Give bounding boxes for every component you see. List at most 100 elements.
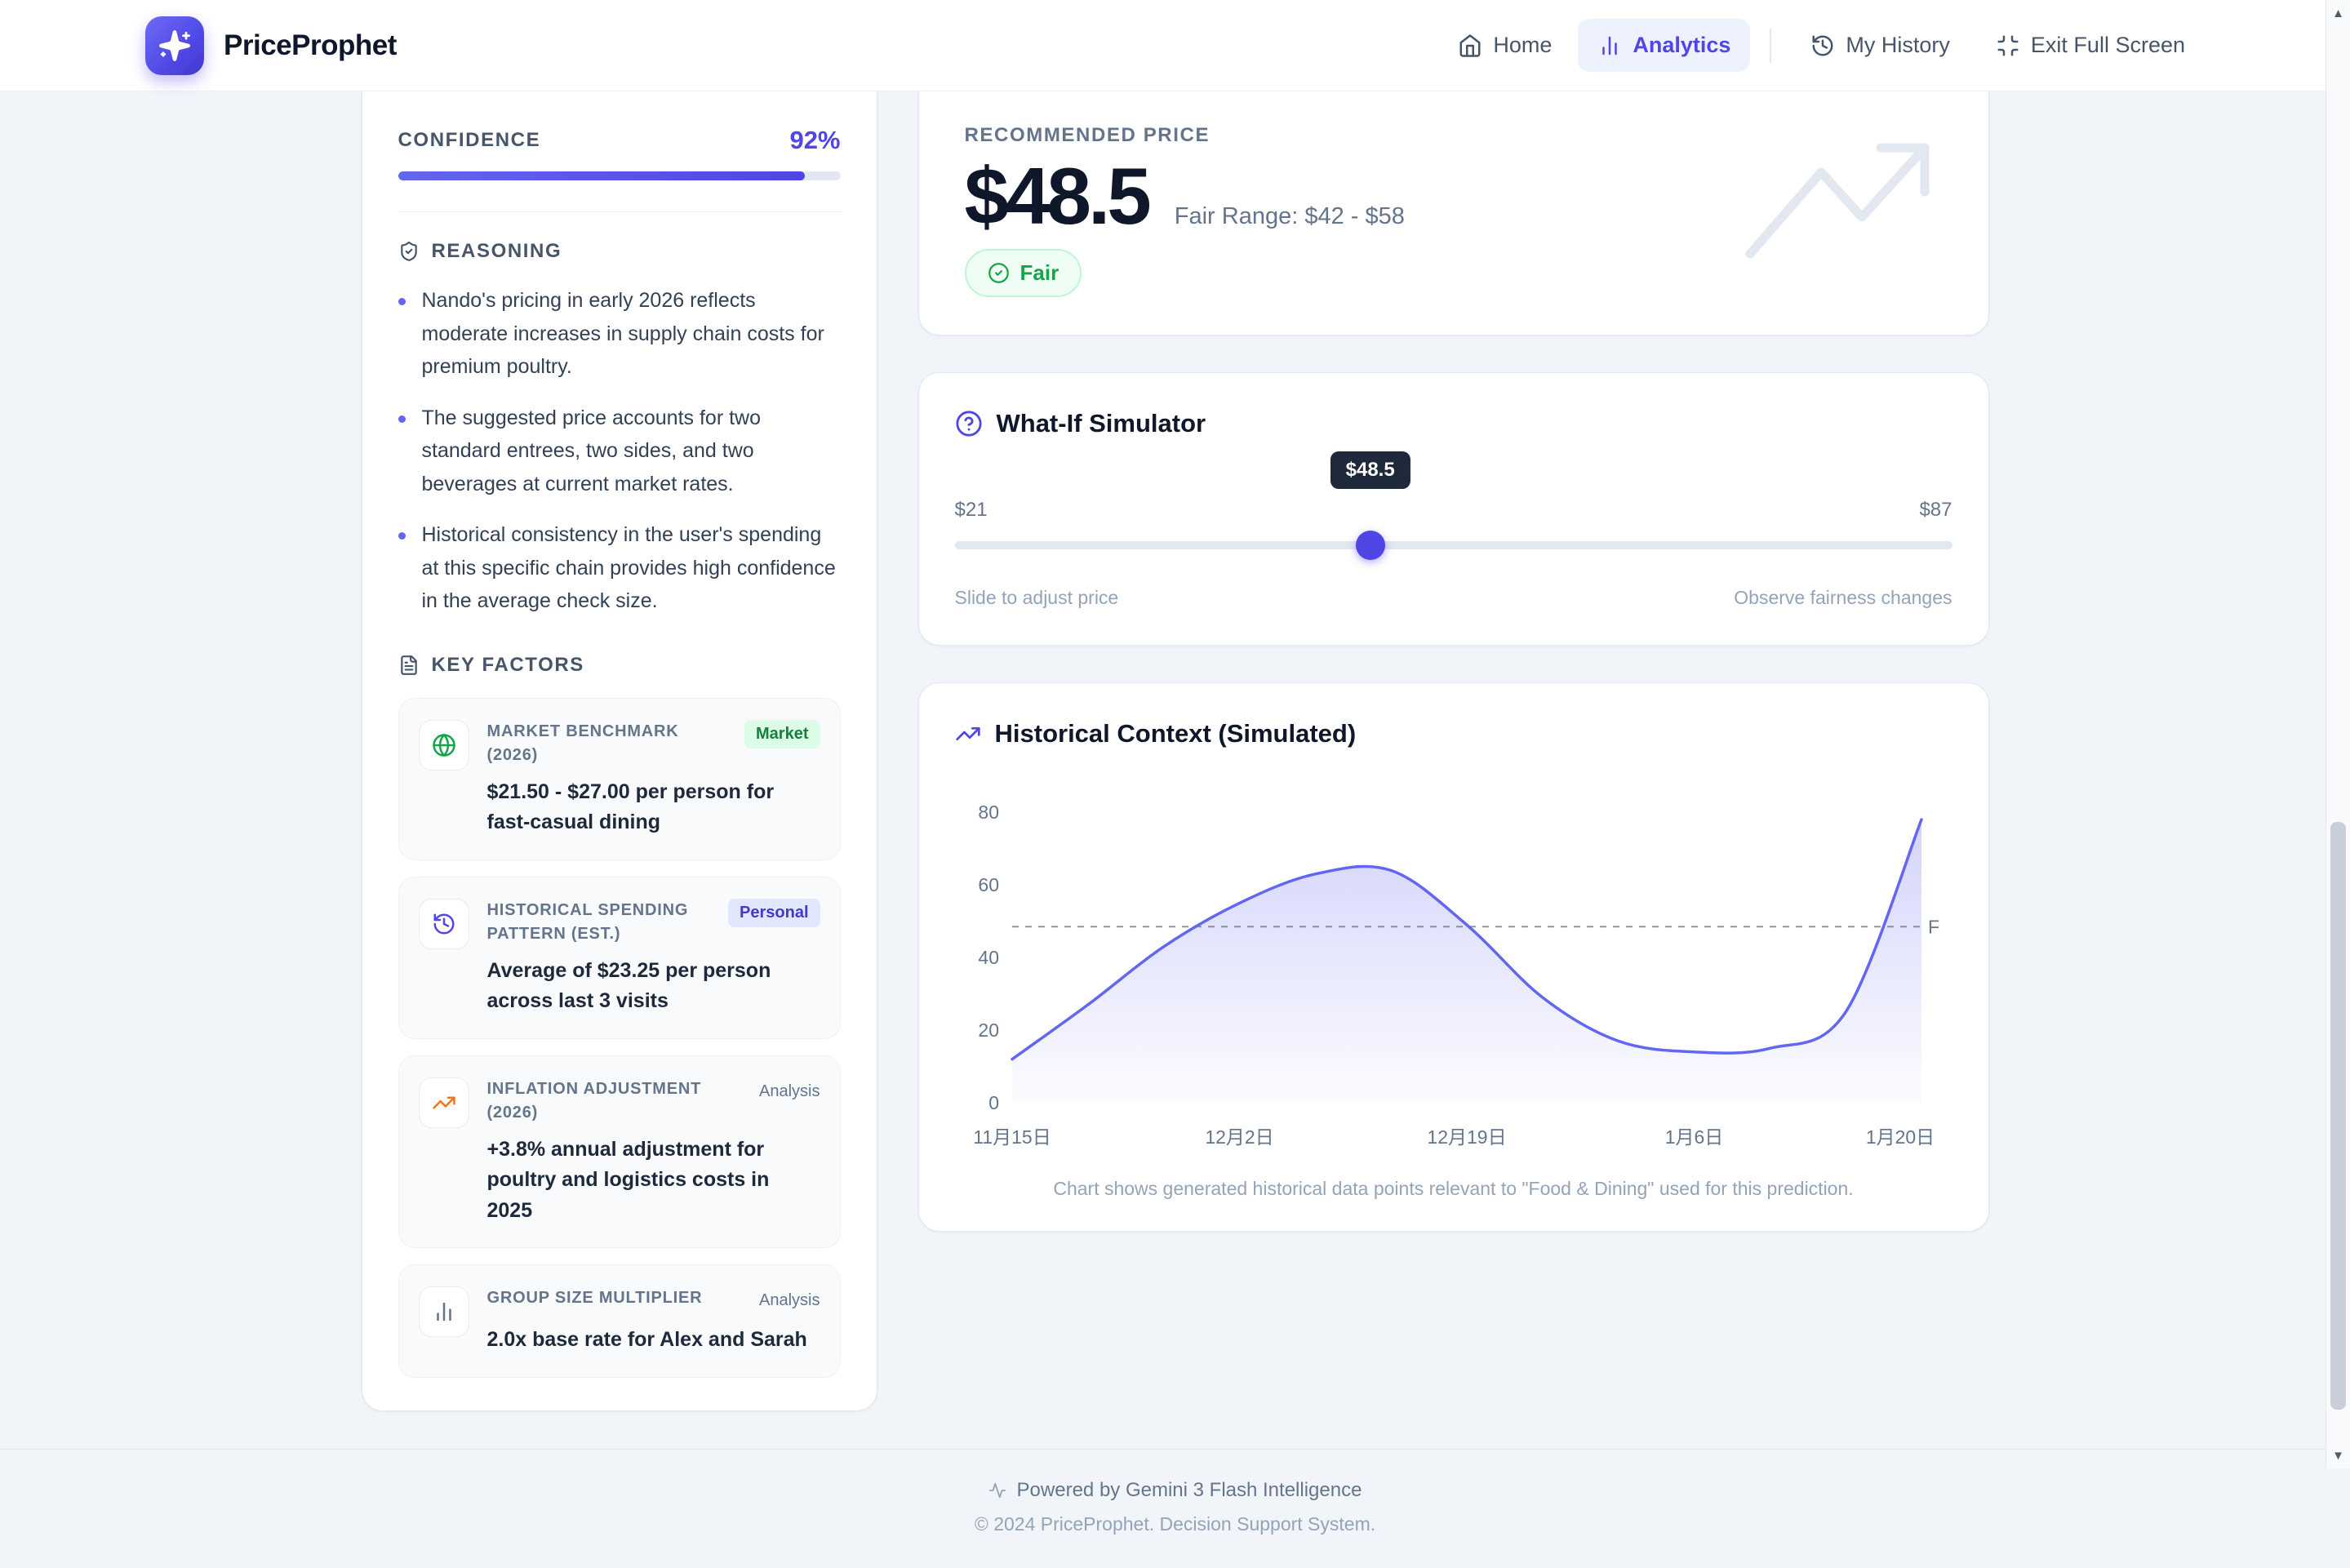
factor-card-market-benchmark: MARKET BENCHMARK (2026) Market $21.50 - … (398, 697, 841, 860)
factor-tag: Market (744, 719, 820, 748)
price-slider-track[interactable] (954, 531, 1952, 560)
trending-up-watermark-icon (1744, 140, 1931, 270)
nav-item-label: My History (1846, 33, 1950, 57)
bullet-dot-icon (398, 415, 406, 423)
history-chart-caption: Chart shows generated historical data po… (1053, 1178, 1854, 1199)
help-circle-icon (955, 410, 983, 438)
svg-text:1月20日: 1月20日 (1865, 1126, 1934, 1148)
scrollbar-up-arrow[interactable]: ▲ (2332, 6, 2344, 20)
key-factors-title: KEY FACTORS (431, 653, 584, 676)
scrollbar-thumb[interactable] (2330, 822, 2346, 1410)
history-chart: F 0 20 40 60 80 11月15日 12月2日 12月19日 1月6日 1月20日 (955, 770, 1952, 1162)
factor-title: MARKET BENCHMARK (2026) (486, 722, 679, 764)
navbar: PriceProphet Home Analytics My History (0, 0, 2326, 91)
svg-text:1月6日: 1月6日 (1664, 1126, 1723, 1148)
factor-title: GROUP SIZE MULTIPLIER (486, 1289, 703, 1307)
shield-check-icon (398, 241, 420, 262)
price-slider-thumb[interactable] (1355, 531, 1385, 560)
scrollbar[interactable]: ▲ ▼ (2326, 0, 2350, 1468)
results-column: RECOMMENDED PRICE $48.5 Fair Range: $42 … (917, 74, 1989, 1232)
nav-item-my-history[interactable]: My History (1791, 19, 1970, 72)
reasoning-bullet-text: The suggested price accounts for two sta… (421, 406, 762, 495)
reasoning-bullet-text: Historical consistency in the user's spe… (421, 523, 836, 612)
nav-item-label: Home (1493, 33, 1553, 57)
history-chart-svg: F 0 20 40 60 80 11月15日 12月2日 12月19日 1月6日 1月20日 (973, 802, 1939, 1148)
reasoning-bullet: Historical consistency in the user's spe… (398, 518, 841, 618)
slider-hint-left: Slide to adjust price (954, 587, 1119, 608)
activity-icon (988, 1481, 1006, 1499)
factor-tag: Analysis (759, 1082, 820, 1100)
nav-item-home[interactable]: Home (1438, 19, 1571, 72)
nav-divider (1770, 28, 1772, 63)
simulator-title: What-If Simulator (996, 409, 1206, 438)
footer: Powered by Gemini 3 Flash Intelligence ©… (0, 1448, 2350, 1568)
svg-text:0: 0 (988, 1092, 999, 1113)
slider-hint-right: Observe fairness changes (1734, 587, 1952, 608)
confidence-value: 92% (789, 126, 841, 154)
price-slider: $48.5 $21 $87 Slide to adjust price Obse… (954, 451, 1952, 609)
svg-text:F: F (1928, 916, 1939, 937)
nav-item-exit-full-screen[interactable]: Exit Full Screen (1976, 19, 2205, 72)
key-factors-list: MARKET BENCHMARK (2026) Market $21.50 - … (398, 697, 841, 1378)
factor-tag: Personal (728, 898, 820, 927)
factor-card-inflation-adjustment: INFLATION ADJUSTMENT (2026) Analysis +3.… (398, 1055, 841, 1248)
slider-min-label: $21 (954, 499, 988, 521)
main-nav: Home Analytics My History Exit Full Scre… (1438, 19, 2205, 72)
trending-up-icon (418, 1077, 469, 1128)
home-icon (1458, 33, 1482, 58)
price-slider-tooltip: $48.5 (1330, 451, 1410, 489)
fair-badge: Fair (964, 249, 1082, 297)
nav-item-label: Exit Full Screen (2030, 33, 2185, 57)
historical-context-card: Historical Context (Simulated) F 0 20 40 60 8… (917, 682, 1989, 1232)
svg-text:11月15日: 11月15日 (973, 1126, 1051, 1148)
sparkles-logo-icon (145, 16, 204, 75)
reasoning-bullet: Nando's pricing in early 2026 reflects m… (398, 284, 841, 384)
factor-title: INFLATION ADJUSTMENT (2026) (486, 1079, 702, 1122)
svg-text:12月19日: 12月19日 (1427, 1126, 1506, 1148)
recommended-price-value: $48.5 (964, 151, 1152, 241)
history-chart-title: Historical Context (Simulated) (994, 719, 1357, 748)
brand: PriceProphet (145, 16, 397, 75)
what-if-simulator-card: What-If Simulator $48.5 $21 $87 Slide to… (917, 372, 1989, 646)
analysis-panel: CONFIDENCE 92% REASONING Nando's pricing… (361, 74, 877, 1411)
nav-item-analytics[interactable]: Analytics (1578, 19, 1751, 72)
bar-chart-icon (418, 1286, 469, 1337)
powered-by-text: Powered by Gemini 3 Flash Intelligence (1016, 1478, 1362, 1501)
factor-detail: +3.8% annual adjustment for poultry and … (486, 1137, 770, 1222)
confidence-progress (398, 171, 841, 180)
reasoning-bullet: The suggested price accounts for two sta… (398, 402, 841, 501)
trending-up-icon (955, 721, 981, 747)
history-icon (418, 898, 469, 949)
factor-title: HISTORICAL SPENDING PATTERN (EST.) (486, 900, 689, 943)
fair-range-text: Fair Range: $42 - $58 (1174, 203, 1405, 229)
factor-detail: Average of $23.25 per person across last… (486, 958, 771, 1013)
svg-text:60: 60 (978, 874, 999, 895)
file-text-icon (398, 655, 420, 676)
confidence-progress-fill (398, 171, 806, 180)
bullet-dot-icon (398, 298, 406, 305)
minimize-icon (1996, 33, 2020, 58)
svg-text:80: 80 (978, 802, 999, 823)
confidence-label: CONFIDENCE (398, 129, 541, 151)
svg-text:20: 20 (978, 1019, 999, 1041)
bar-chart-icon (1597, 33, 1622, 58)
check-circle-icon (988, 262, 1010, 284)
nav-item-label: Analytics (1633, 33, 1731, 57)
slider-max-label: $87 (1919, 499, 1952, 521)
factor-detail: $21.50 - $27.00 per person for fast-casu… (486, 780, 775, 834)
factor-card-group-size: GROUP SIZE MULTIPLIER Analysis 2.0x base… (398, 1264, 841, 1378)
reasoning-list: Nando's pricing in early 2026 reflects m… (398, 284, 841, 618)
bullet-dot-icon (398, 532, 406, 540)
factor-detail: 2.0x base rate for Alex and Sarah (486, 1328, 807, 1351)
fair-badge-label: Fair (1020, 260, 1059, 285)
recommended-price-card: RECOMMENDED PRICE $48.5 Fair Range: $42 … (917, 74, 1989, 335)
factor-card-historical-spending: HISTORICAL SPENDING PATTERN (EST.) Perso… (398, 876, 841, 1039)
recommended-price-label: RECOMMENDED PRICE (964, 124, 1211, 146)
svg-text:12月2日: 12月2日 (1205, 1126, 1273, 1148)
copyright-text: © 2024 PriceProphet. Decision Support Sy… (974, 1512, 1376, 1535)
divider (398, 211, 841, 212)
svg-text:40: 40 (978, 947, 999, 968)
brand-name: PriceProphet (224, 29, 397, 61)
scrollbar-down-arrow[interactable]: ▼ (2332, 1448, 2344, 1463)
